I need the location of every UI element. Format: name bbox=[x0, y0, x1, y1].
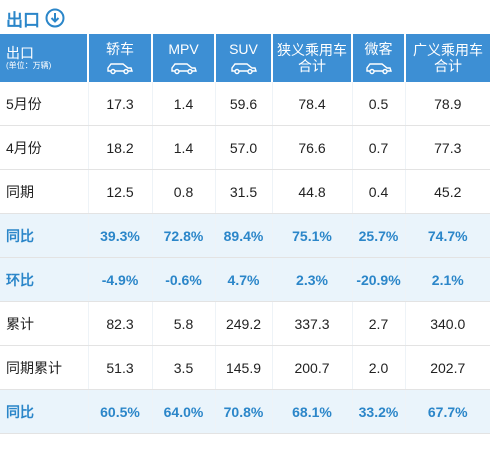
cell: 68.1% bbox=[271, 389, 352, 434]
cell: 59.6 bbox=[214, 82, 272, 126]
cell: 2.1% bbox=[404, 257, 490, 302]
cell: 0.8 bbox=[151, 169, 215, 214]
header-cell: MPV bbox=[151, 34, 215, 82]
car-icon bbox=[230, 63, 257, 75]
header-cell: SUV bbox=[214, 34, 272, 82]
cell: 78.4 bbox=[271, 82, 352, 126]
cell: 51.3 bbox=[87, 345, 152, 390]
cell: 337.3 bbox=[271, 301, 352, 346]
cell: 89.4% bbox=[214, 213, 272, 258]
table-row: 同期 12.5 0.8 31.5 44.8 0.4 45.2 bbox=[0, 169, 490, 214]
header-cell: 狭义乘用车 合计 bbox=[271, 34, 352, 82]
header-label: 微客 bbox=[364, 41, 393, 57]
header-label: MPV bbox=[168, 41, 199, 57]
cell: 25.7% bbox=[351, 213, 405, 258]
row-label: 环比 bbox=[0, 257, 88, 302]
table-row: 同比 60.5% 64.0% 70.8% 68.1% 33.2% 67.7% bbox=[0, 389, 490, 434]
cell: 77.3 bbox=[404, 125, 490, 170]
header-label: 出口 bbox=[6, 45, 34, 61]
row-label: 4月份 bbox=[0, 125, 88, 170]
cell: 0.7 bbox=[351, 125, 405, 170]
cell: 0.4 bbox=[351, 169, 405, 214]
cell: 67.7% bbox=[404, 389, 490, 434]
cell: 82.3 bbox=[87, 301, 152, 346]
cell: 78.9 bbox=[404, 82, 490, 126]
cell: 0.5 bbox=[351, 82, 405, 126]
table-row: 累计 82.3 5.8 249.2 337.3 2.7 340.0 bbox=[0, 301, 490, 346]
cell: -0.6% bbox=[151, 257, 215, 302]
header-label: 合计 bbox=[298, 58, 326, 74]
cell: 3.5 bbox=[151, 345, 215, 390]
cell: 202.7 bbox=[404, 345, 490, 390]
cell: 70.8% bbox=[214, 389, 272, 434]
cell: 31.5 bbox=[214, 169, 272, 214]
header-cell: 微客 bbox=[351, 34, 405, 82]
cell: 72.8% bbox=[151, 213, 215, 258]
row-label: 同期 bbox=[0, 169, 88, 214]
cell: 60.5% bbox=[87, 389, 152, 434]
cell: 4.7% bbox=[214, 257, 272, 302]
cell: -4.9% bbox=[87, 257, 152, 302]
data-table: 出口 (单位：万辆) 轿车 MPV SUV 狭义乘用车 合计 微客 广义乘用车 合计 5月份 17… bbox=[0, 34, 490, 434]
title-bar: 出口 bbox=[6, 6, 65, 30]
row-label: 同比 bbox=[0, 389, 88, 434]
cell: 5.8 bbox=[151, 301, 215, 346]
header-row: 出口 (单位：万辆) 轿车 MPV SUV 狭义乘用车 合计 微客 广义乘用车 合计 bbox=[0, 34, 490, 82]
row-label: 累计 bbox=[0, 301, 88, 346]
cell: 75.1% bbox=[271, 213, 352, 258]
cell: 57.0 bbox=[214, 125, 272, 170]
header-cell: 广义乘用车 合计 bbox=[404, 34, 490, 82]
cell: 64.0% bbox=[151, 389, 215, 434]
cell: 200.7 bbox=[271, 345, 352, 390]
cell: 1.4 bbox=[151, 82, 215, 126]
down-icon bbox=[45, 8, 65, 28]
header-cell: 出口 (单位：万辆) bbox=[0, 34, 88, 82]
table-row: 同比 39.3% 72.8% 89.4% 75.1% 25.7% 74.7% bbox=[0, 213, 490, 258]
cell: 2.3% bbox=[271, 257, 352, 302]
table-row: 同期累计 51.3 3.5 145.9 200.7 2.0 202.7 bbox=[0, 345, 490, 390]
header-label: SUV bbox=[229, 41, 258, 57]
cell: 45.2 bbox=[404, 169, 490, 214]
car-icon bbox=[107, 63, 133, 75]
cell: 2.7 bbox=[351, 301, 405, 346]
cell: 12.5 bbox=[87, 169, 152, 214]
header-cell: 轿车 bbox=[87, 34, 152, 82]
header-label: 合计 bbox=[434, 58, 462, 74]
car-icon bbox=[365, 63, 392, 75]
cell: 1.4 bbox=[151, 125, 215, 170]
row-label: 同比 bbox=[0, 213, 88, 258]
row-label: 同期累计 bbox=[0, 345, 88, 390]
car-icon bbox=[170, 63, 197, 75]
cell: -20.9% bbox=[351, 257, 405, 302]
header-label: 轿车 bbox=[106, 41, 134, 57]
header-label: 广义乘用车 bbox=[413, 42, 483, 58]
cell: 18.2 bbox=[87, 125, 152, 170]
table-row: 4月份 18.2 1.4 57.0 76.6 0.7 77.3 bbox=[0, 125, 490, 170]
cell: 17.3 bbox=[87, 82, 152, 126]
title: 出口 bbox=[6, 10, 40, 30]
cell: 39.3% bbox=[87, 213, 152, 258]
cell: 2.0 bbox=[351, 345, 405, 390]
cell: 33.2% bbox=[351, 389, 405, 434]
header-label: 狭义乘用车 bbox=[277, 42, 347, 58]
row-label: 5月份 bbox=[0, 82, 88, 126]
table-row: 5月份 17.3 1.4 59.6 78.4 0.5 78.9 bbox=[0, 82, 490, 126]
cell: 44.8 bbox=[271, 169, 352, 214]
cell: 145.9 bbox=[214, 345, 272, 390]
cell: 340.0 bbox=[404, 301, 490, 346]
cell: 76.6 bbox=[271, 125, 352, 170]
cell: 249.2 bbox=[214, 301, 272, 346]
unit: (单位：万辆) bbox=[6, 61, 52, 70]
table-row: 环比 -4.9% -0.6% 4.7% 2.3% -20.9% 2.1% bbox=[0, 257, 490, 302]
cell: 74.7% bbox=[404, 213, 490, 258]
